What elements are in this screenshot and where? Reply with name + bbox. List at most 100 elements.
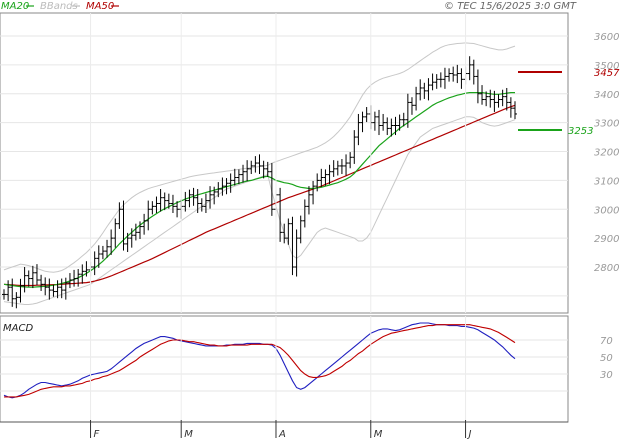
- legend: MA20 BBands MA50: [1, 1, 119, 12]
- ohlc-bar: [298, 215, 303, 244]
- ohlc-bar: [162, 192, 167, 211]
- price-panel: [0, 12, 569, 314]
- price-y-tick-label: 3300: [594, 119, 619, 130]
- macd-panel: [0, 315, 569, 423]
- ohlc-bar: [282, 223, 287, 244]
- ohlc-bar: [438, 72, 443, 88]
- price-y-tick-label: 3500: [594, 61, 619, 72]
- x-tick-label: M: [184, 429, 193, 440]
- macd-line: [3, 322, 516, 399]
- ohlc-bar: [422, 82, 427, 99]
- ohlc-bar: [327, 164, 332, 185]
- ohlc-bar: [30, 265, 35, 289]
- ohlc-bar: [389, 118, 394, 137]
- price-y-tick-label: 3600: [594, 32, 619, 43]
- ohlc-bar: [129, 228, 134, 248]
- ohlc-bar: [187, 189, 192, 208]
- ohlc-bar: [356, 113, 361, 146]
- ohlc-bar: [170, 194, 175, 214]
- ohlc-bar: [92, 251, 97, 276]
- ohlc-bar: [381, 113, 386, 131]
- ohlc-bar: [434, 74, 439, 89]
- price-y-tick-label: 2800: [594, 263, 619, 274]
- ohlc-bar: [109, 229, 114, 255]
- legend-ma20-label: MA20: [1, 1, 29, 12]
- macd-y-tick-label: 70: [600, 336, 613, 347]
- ohlc-bar: [430, 73, 435, 91]
- ohlc-bar: [426, 78, 431, 101]
- x-tick-label: M: [374, 429, 383, 440]
- ohlc-bar: [269, 163, 274, 216]
- ohlc-bar: [385, 117, 390, 136]
- price-y-tick-label: 3400: [594, 90, 619, 101]
- ohlc-bar: [393, 116, 398, 136]
- ohlc-bar: [80, 264, 85, 284]
- price-y-tick-label: 3100: [594, 176, 619, 187]
- x-tick-label: J: [467, 429, 472, 440]
- ohlc-bar: [311, 180, 316, 205]
- ohlc-bar: [471, 59, 476, 85]
- ohlc-bar: [39, 274, 44, 291]
- macd-y-tick-label: 30: [600, 370, 613, 381]
- ohlc-bar: [484, 91, 489, 107]
- ohlc-bar: [513, 101, 517, 120]
- ohlc-bar: [508, 97, 513, 118]
- ohlc-bar: [455, 64, 460, 84]
- ma50-line: [3, 104, 516, 287]
- ma20-line: [3, 91, 515, 288]
- ohlc-bar: [203, 193, 208, 214]
- ohlc-bar: [96, 245, 101, 268]
- ohlc-bar: [154, 196, 159, 214]
- ohlc-bar: [294, 229, 299, 277]
- ohlc-bar: [199, 198, 204, 212]
- ohlc-bar: [475, 69, 480, 104]
- ohlc-bar: [442, 67, 447, 89]
- ohlc-bar: [504, 87, 509, 111]
- macd-title: MACD: [3, 323, 33, 334]
- ohlc-bar: [257, 154, 262, 175]
- ohlc-bar: [241, 164, 246, 183]
- ohlc-bar: [372, 111, 377, 131]
- ohlc-bar: [344, 154, 349, 176]
- ohlc-bar: [195, 189, 200, 214]
- ohlc-bar: [100, 245, 105, 260]
- ohlc-bar: [348, 152, 353, 169]
- ohlc-bar: [26, 270, 31, 287]
- ohlc-bar: [496, 94, 501, 108]
- ohlc-bar: [401, 112, 406, 127]
- ohlc-bar: [76, 269, 81, 287]
- ohlc-bar: [451, 66, 456, 82]
- ohlc-bar: [447, 68, 452, 82]
- ohlc-bar: [245, 160, 250, 182]
- ohlc-bar: [146, 200, 151, 231]
- ohlc-bar: [22, 267, 27, 293]
- ohlc-bar: [2, 289, 6, 300]
- ohlc-bar: [364, 107, 369, 123]
- ohlc-bar: [306, 186, 311, 215]
- ohlc-bar: [315, 173, 320, 192]
- ohlc-bar: [261, 160, 266, 179]
- ohlc-bar: [290, 216, 295, 276]
- x-tick-label: F: [94, 429, 100, 440]
- ohlc-bar: [323, 169, 328, 186]
- ohlc-bar: [480, 85, 485, 105]
- ohlc-bar: [137, 221, 142, 239]
- ohlc-bar: [191, 187, 196, 206]
- macd-signal-line: [4, 324, 516, 398]
- ohlc-bar: [418, 79, 423, 101]
- ohlc-bar: [224, 178, 229, 195]
- ohlc-bar: [84, 261, 89, 277]
- ohlc-bar: [105, 239, 110, 258]
- legend-bbands-label: BBands: [40, 1, 78, 12]
- ohlc-bar: [253, 156, 258, 173]
- y-axis-ticks: 3600 3500 3400 3300 3200 3100 3000 2900 2800: [594, 32, 619, 274]
- ohlc-bar: [212, 186, 217, 205]
- price-y-tick-label: 2900: [594, 234, 619, 245]
- ohlc-bar: [208, 186, 213, 209]
- ohlc-bar: [302, 199, 307, 228]
- ohlc-bar: [18, 278, 23, 303]
- ma50-level-label: 3457: [594, 68, 620, 79]
- ohlc-bar: [158, 189, 163, 212]
